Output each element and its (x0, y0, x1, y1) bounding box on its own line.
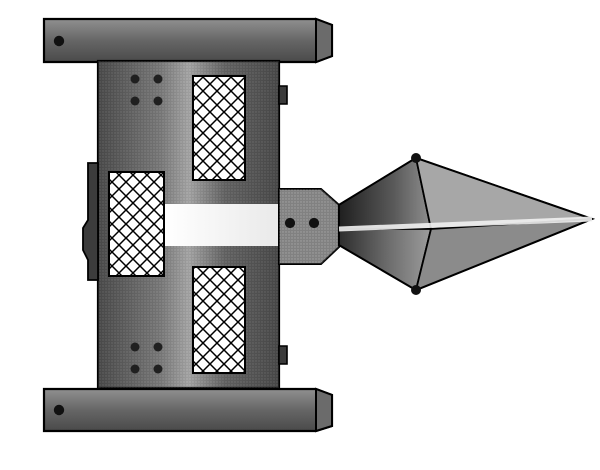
connector (279, 189, 339, 264)
nose-top-rivet-icon (411, 153, 421, 163)
top-rail-bolt-icon (54, 36, 64, 46)
lower-grille (193, 267, 245, 373)
side-grille (109, 172, 164, 276)
upper-grille (193, 76, 245, 180)
top-rail (44, 19, 332, 62)
bottom-rail-bolt-icon (54, 405, 64, 415)
bottom-rail (44, 389, 332, 431)
nose-bottom-rivet-icon (411, 285, 421, 295)
main-hull (83, 61, 287, 388)
nose-cone (339, 153, 592, 295)
